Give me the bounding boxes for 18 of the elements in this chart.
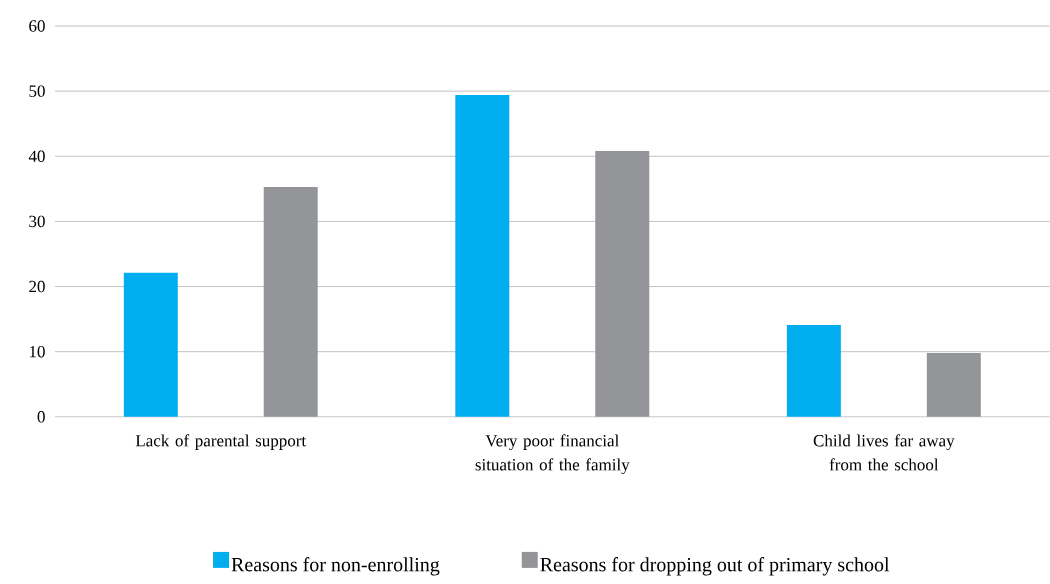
bar xyxy=(926,353,981,417)
y-tick-label: 40 xyxy=(28,150,45,163)
legend-label: Reasons for non-enrolling xyxy=(231,557,440,576)
y-tick-label: 60 xyxy=(29,20,45,32)
x-tick-label: Very poor financial situation of the family xyxy=(475,434,630,475)
y-tick-label: 30 xyxy=(29,215,45,228)
bar xyxy=(786,325,841,417)
y-tick-label: 0 xyxy=(37,411,45,423)
bar xyxy=(455,95,510,417)
y-tick-label: 20 xyxy=(29,280,45,293)
bar xyxy=(595,151,650,417)
x-tick-label: Lack of parental support xyxy=(135,434,307,451)
bar xyxy=(123,272,178,417)
y-tick-label: 50 xyxy=(29,85,45,97)
bar xyxy=(263,187,318,417)
x-tick-label: Child lives far away from the school xyxy=(813,434,955,471)
y-tick-label: 10 xyxy=(29,346,45,358)
legend-label: Reasons for dropping out of primary school xyxy=(540,557,890,576)
